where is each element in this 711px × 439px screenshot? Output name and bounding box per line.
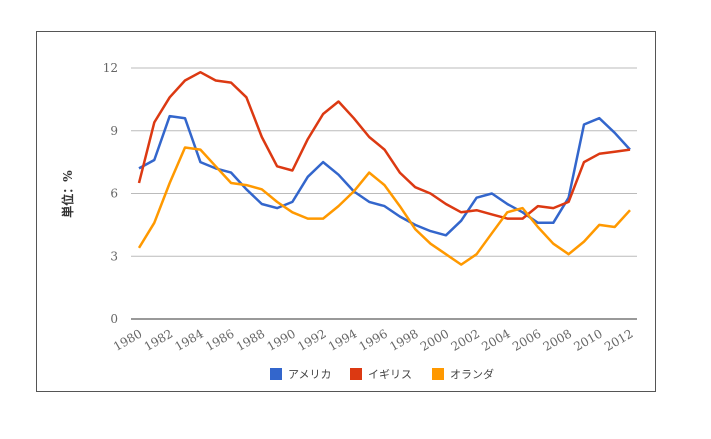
x-tick-label: 1986 [203, 326, 236, 353]
y-tick-label: 3 [110, 249, 118, 263]
x-tick-label: 2012 [602, 326, 635, 353]
x-tick-label: 1988 [234, 326, 267, 353]
series-line-イギリス [137, 70, 631, 220]
series-line-オランダ [137, 146, 631, 266]
y-tick-label: 9 [110, 124, 118, 138]
series-line-アメリカ [138, 114, 631, 237]
x-tick-label: 2000 [418, 326, 451, 353]
x-tick-label: 2008 [541, 326, 574, 353]
x-tick-label: 2010 [571, 326, 604, 353]
x-tick-label: 1992 [295, 326, 328, 353]
legend-swatch [350, 368, 362, 380]
y-axis-label: 単位：% [60, 170, 75, 218]
legend-label: オランダ [450, 367, 494, 381]
x-tick-label: 1996 [357, 326, 390, 353]
legend-label: イギリス [368, 368, 412, 381]
x-tick-label: 1998 [387, 326, 420, 353]
x-tick-label: 1984 [172, 326, 206, 354]
x-tick-label: 1994 [326, 326, 360, 354]
x-tick-label: 1982 [142, 326, 175, 353]
legend-swatch [270, 368, 282, 380]
x-tick-label: 2002 [449, 326, 482, 353]
y-tick-label: 12 [103, 61, 118, 75]
legend-swatch [432, 368, 444, 380]
legend-label: アメリカ [288, 368, 331, 381]
y-tick-label: 0 [110, 312, 118, 326]
x-tick-label: 1990 [264, 326, 297, 353]
y-tick-label: 6 [110, 187, 118, 201]
x-tick-label: 2006 [510, 326, 543, 353]
x-tick-label: 2004 [479, 326, 513, 354]
chart-frame [36, 31, 656, 392]
x-tick-label: 1980 [111, 326, 144, 353]
